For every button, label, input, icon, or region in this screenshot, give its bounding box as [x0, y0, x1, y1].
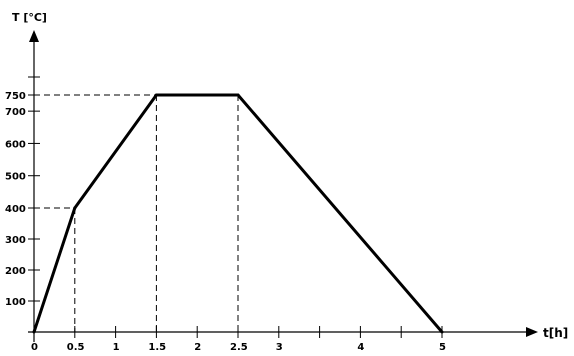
y-tick-label: 400	[5, 204, 26, 215]
x-tick-label: 0.5	[67, 342, 85, 351]
data-point	[154, 93, 158, 97]
x-axis-arrow-icon	[526, 327, 538, 337]
y-tick-label: 300	[5, 235, 26, 246]
data-point	[73, 206, 77, 210]
y-axis-label: T [°C]	[12, 11, 47, 24]
x-tick-label: 0	[31, 342, 38, 351]
x-tick-label: 2	[194, 342, 201, 351]
x-tick-label: 1.5	[148, 342, 166, 351]
x-tick-label: 3	[276, 342, 283, 351]
y-tick-label: 600	[5, 139, 26, 150]
y-tick-label: 100	[5, 297, 26, 308]
data-series	[32, 93, 444, 334]
axis-ticks: 100 200 300 400 500 600 700 750 0 0.5 1 1.5 2 2.5 3 4 5	[5, 76, 446, 353]
data-point	[236, 93, 240, 97]
x-tick-label: 5	[439, 342, 446, 351]
data-point	[32, 330, 36, 334]
y-tick-label: 500	[5, 172, 26, 183]
x-tick-label: 4	[357, 342, 364, 351]
reference-guides	[34, 94, 239, 332]
axes: T [°C] t[h]	[12, 11, 568, 342]
y-axis-arrow-icon	[29, 30, 39, 42]
y-tick-label: 200	[5, 266, 26, 277]
x-tick-label: 2.5	[230, 342, 248, 351]
x-axis-label: t[h]	[543, 326, 568, 340]
y-tick-label: 700	[5, 107, 26, 118]
y-tick-label: 750	[5, 91, 26, 102]
data-point	[440, 330, 444, 334]
x-tick-label: 1	[113, 342, 120, 351]
